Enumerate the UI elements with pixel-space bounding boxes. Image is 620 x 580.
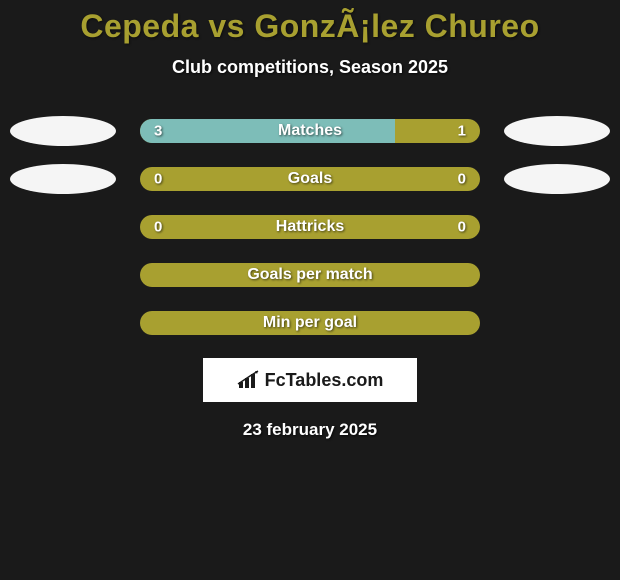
logo-content: FcTables.com [237, 370, 384, 391]
stat-value-right: 0 [458, 219, 466, 236]
logo-text: FcTables.com [265, 370, 384, 391]
stat-label: Goals [288, 170, 332, 188]
stat-label: Goals per match [247, 266, 372, 284]
player-badge-right [504, 164, 610, 194]
stat-bar: Min per goal [140, 311, 480, 335]
stat-label: Matches [278, 122, 342, 140]
stat-bar: Goals per match [140, 263, 480, 287]
stat-label: Hattricks [276, 218, 344, 236]
stat-value-right: 1 [458, 123, 466, 140]
stat-value-left: 0 [154, 171, 162, 188]
stats-row: 0 Hattricks 0 [0, 214, 620, 240]
stat-label: Min per goal [263, 314, 357, 332]
stat-bar: 0 Hattricks 0 [140, 215, 480, 239]
main-container: Cepeda vs GonzÃ¡lez Chureo Club competit… [0, 0, 620, 440]
page-title: Cepeda vs GonzÃ¡lez Chureo [0, 8, 620, 45]
stats-row: 0 Goals 0 [0, 166, 620, 192]
stats-row: Goals per match [0, 262, 620, 288]
stats-row: 3 Matches 1 [0, 118, 620, 144]
subtitle: Club competitions, Season 2025 [0, 57, 620, 78]
logo-box: FcTables.com [203, 358, 417, 402]
stat-value-right: 0 [458, 171, 466, 188]
stat-bar-left-fill [140, 119, 395, 143]
player-badge-right [504, 116, 610, 146]
date-text: 23 february 2025 [0, 420, 620, 440]
stat-value-left: 3 [154, 123, 162, 140]
stat-bar: 3 Matches 1 [140, 119, 480, 143]
stats-row: Min per goal [0, 310, 620, 336]
stat-bar: 0 Goals 0 [140, 167, 480, 191]
player-badge-left [10, 116, 116, 146]
stats-area: 3 Matches 1 0 Goals 0 0 Hattricks 0 Goals per mat… [0, 118, 620, 336]
chart-icon [237, 370, 261, 390]
stat-value-left: 0 [154, 219, 162, 236]
player-badge-left [10, 164, 116, 194]
